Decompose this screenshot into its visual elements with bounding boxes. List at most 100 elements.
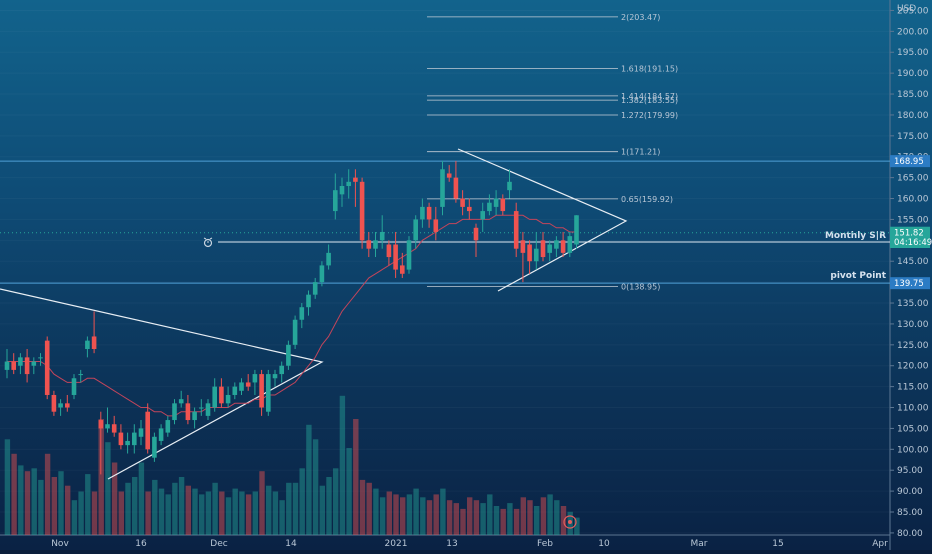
price-tag-countdown[interactable]: 04:16:49 (890, 236, 932, 249)
candle (520, 231, 526, 283)
candle-body (567, 236, 573, 253)
candle (138, 420, 144, 446)
candle (38, 353, 43, 366)
candle-body (413, 219, 418, 241)
candle-body (24, 357, 30, 375)
candle (65, 394, 70, 412)
x-tick-label: Dec (210, 539, 227, 549)
candle-body (540, 240, 546, 258)
volume-bar (38, 479, 44, 535)
candle-body (125, 440, 130, 446)
candle-body (373, 240, 378, 249)
candle-body (359, 181, 365, 241)
candle-body (460, 198, 465, 207)
candle (125, 432, 130, 454)
volume-bar (406, 494, 413, 535)
volume-bar (560, 506, 567, 535)
volume-bar (85, 474, 91, 535)
volume-bar (192, 488, 198, 535)
candle (105, 407, 110, 433)
x-tick-label: 16 (135, 539, 147, 549)
price-axis[interactable]: 80.00 85.00 90.00 95.00 100.00 105.00 110.00 11… (890, 4, 929, 539)
candle-body (225, 394, 231, 404)
volume-bar (138, 462, 145, 535)
volume-bar (473, 500, 480, 535)
volume-bar (520, 497, 526, 535)
price-tag-last[interactable]: 151.82 (890, 226, 930, 239)
volume-bar (111, 462, 118, 535)
candle (440, 160, 445, 216)
candle-body (513, 211, 519, 249)
candle (420, 198, 425, 228)
candle-body (446, 173, 452, 178)
y-tick-label: 185.00 (897, 90, 929, 100)
candle-body (98, 420, 104, 429)
price-tag-box (890, 155, 930, 168)
volume-bar (299, 468, 305, 535)
candle-body (232, 386, 238, 395)
volume-bar (500, 508, 506, 535)
volume-bar (245, 494, 252, 535)
triangle-pattern (457, 148, 628, 292)
volume-bar (446, 500, 453, 535)
volume-bar (4, 439, 11, 535)
volume-bar (346, 448, 352, 535)
candle-body (420, 206, 425, 220)
candle-body (574, 215, 579, 245)
volume-bar (24, 471, 31, 535)
price-tag-text: 151.82 (894, 229, 924, 239)
volume-bar (105, 442, 111, 535)
candle-body (534, 248, 539, 262)
candle-body (326, 252, 331, 266)
candle-body (292, 319, 298, 345)
candle (487, 194, 492, 216)
candle (178, 390, 184, 408)
price-tag-level[interactable]: 139.75 (890, 277, 930, 290)
y-tick-label: 165.00 (897, 174, 929, 184)
candle (71, 374, 77, 400)
y-tick-label: 180.00 (897, 111, 929, 121)
candle-body (245, 382, 251, 387)
volume-bar (152, 479, 158, 535)
volume-bar (185, 485, 191, 535)
fib-level-label: 1.272(179.99) (621, 111, 678, 120)
candle (219, 378, 224, 408)
candle (292, 315, 298, 350)
y-tick-label: 155.00 (897, 215, 929, 225)
candle-body (78, 374, 83, 376)
candle (547, 240, 552, 262)
candle-body (158, 428, 164, 441)
volume-bar (359, 479, 366, 535)
y-tick-label: 120.00 (897, 362, 929, 372)
candle (192, 407, 197, 429)
candle (319, 261, 325, 287)
price-tag-level[interactable]: 168.95 (890, 155, 930, 168)
volume-bar (453, 503, 459, 535)
candle-body (145, 411, 150, 450)
candle-body (333, 190, 338, 212)
candle-body (520, 240, 526, 253)
candle-body (192, 411, 197, 421)
candle (158, 424, 164, 446)
candle-body (353, 177, 358, 182)
candle (373, 231, 378, 258)
time-axis[interactable]: Nov 16 Dec 14 2021 13 Feb 10 Mar 15 Apr (51, 539, 888, 549)
candle (560, 231, 566, 258)
volume-bar (78, 491, 84, 535)
ma-line (7, 214, 577, 417)
candle-body (467, 206, 472, 212)
alarm-icon[interactable] (203, 237, 213, 248)
volume-bar (460, 508, 466, 535)
candle (379, 215, 385, 249)
trendlines (0, 148, 628, 480)
candle-body (306, 294, 311, 308)
earnings-marker-icon[interactable] (563, 515, 577, 529)
candle-body (239, 382, 244, 391)
volume-bar (132, 477, 138, 535)
candle-body (91, 336, 97, 350)
candle (567, 231, 573, 258)
y-tick-label: 175.00 (897, 132, 929, 142)
volume-bar (31, 468, 37, 535)
volume-bar (534, 506, 540, 535)
